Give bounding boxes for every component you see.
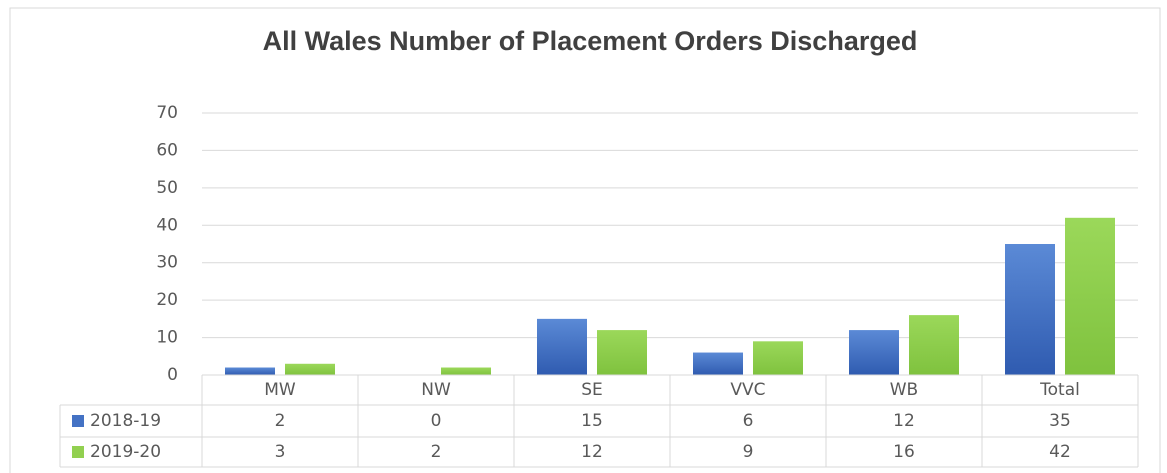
legend-key	[72, 446, 84, 458]
y-tick-label: 60	[156, 140, 178, 160]
bar	[1065, 217, 1115, 375]
chart-border	[9, 7, 1161, 473]
table-value: 9	[743, 442, 754, 462]
x-tick-label: Total	[1039, 380, 1080, 400]
table-value: 2	[431, 442, 442, 462]
x-tick-label: WB	[890, 380, 918, 400]
y-tick-label: 0	[167, 365, 178, 385]
legend-key	[72, 415, 84, 427]
y-tick-label: 70	[156, 103, 178, 123]
bar	[753, 341, 803, 375]
x-tick-label: MW	[264, 380, 296, 400]
table-value: 35	[1049, 411, 1071, 431]
y-tick-label: 40	[156, 215, 178, 235]
legend-label: 2019-20	[90, 442, 161, 462]
bar	[849, 330, 899, 375]
table-value: 0	[431, 411, 442, 431]
bar	[225, 367, 275, 375]
x-tick-label: SE	[581, 380, 603, 400]
bar	[537, 318, 587, 375]
table-value: 16	[893, 442, 915, 462]
table-value: 42	[1049, 442, 1071, 462]
chart-title: All Wales Number of Placement Orders Dis…	[262, 26, 918, 56]
y-tick-label: 20	[156, 290, 178, 310]
legend-label: 2018-19	[90, 411, 161, 431]
table-value: 6	[743, 411, 754, 431]
bar	[441, 367, 491, 375]
table-value: 12	[893, 411, 915, 431]
bar	[693, 352, 743, 375]
bar	[1005, 244, 1055, 375]
bar	[285, 363, 335, 375]
x-tick-label: NW	[421, 380, 451, 400]
x-tick-label: VVC	[730, 380, 765, 400]
bar	[597, 330, 647, 375]
y-tick-label: 10	[156, 328, 178, 348]
y-tick-label: 30	[156, 253, 178, 273]
table-value: 3	[275, 442, 286, 462]
table-value: 2	[275, 411, 286, 431]
y-tick-label: 50	[156, 178, 178, 198]
table-value: 12	[581, 442, 603, 462]
bar	[909, 315, 959, 375]
table-value: 15	[581, 411, 603, 431]
